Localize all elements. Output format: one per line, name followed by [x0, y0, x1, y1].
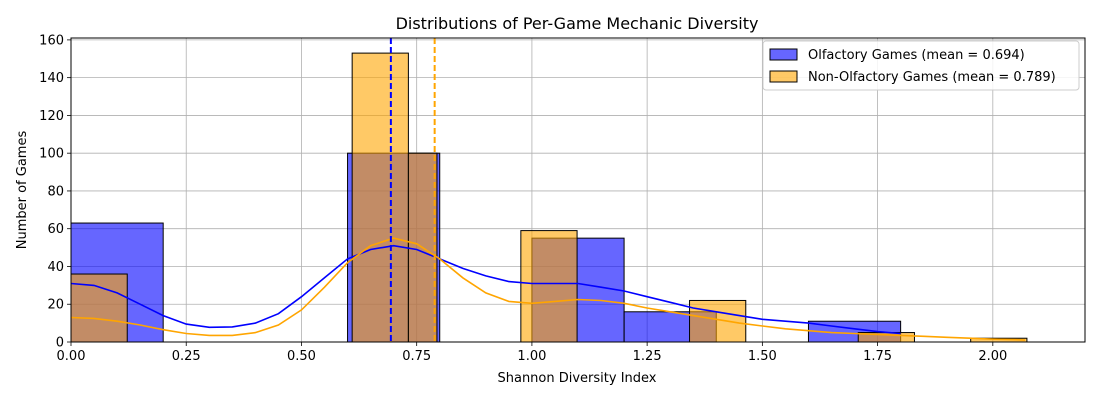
y-tick-label: 120: [39, 109, 64, 124]
x-tick-label: 1.00: [517, 349, 546, 364]
x-tick-label: 1.75: [863, 349, 892, 364]
plot-frame: [70, 37, 1086, 343]
legend-swatch-olfactory: [769, 48, 798, 61]
y-tick-label: 40: [47, 260, 64, 275]
legend-swatch-non-olfactory: [769, 70, 798, 83]
y-tick-label: 140: [39, 71, 64, 86]
olfactory-bars: [70, 152, 902, 343]
legend-box: [762, 40, 1080, 91]
legend-label-olfactory: Olfactory Games (mean = 0.694): [808, 48, 1025, 63]
y-tick-label: 0: [56, 336, 64, 351]
non-olfactory-bar: [520, 230, 578, 343]
x-tick-label: 0.25: [172, 349, 201, 364]
kde-curves: [70, 237, 1026, 341]
grid: [70, 38, 1085, 343]
non-olfactory-bar: [70, 273, 128, 343]
legend: Olfactory Games (mean = 0.694) Non-Olfac…: [762, 40, 1080, 91]
y-axis-label: Number of Games: [15, 131, 30, 250]
olfactory-kde-line: [70, 244, 901, 335]
mean-lines: [389, 38, 436, 342]
non-olfactory-bars: [70, 52, 1028, 343]
non-olfactory-bar: [689, 299, 747, 343]
x-axis-label: Shannon Diversity Index: [497, 371, 656, 386]
x-axis-ticks: 0.00 0.25 0.50 0.75 1.00 1.25 1.50 1.75 2.00: [57, 342, 1007, 364]
x-tick-label: 0.75: [402, 349, 431, 364]
y-tick-label: 60: [47, 222, 64, 237]
x-tick-label: 1.25: [633, 349, 662, 364]
x-tick-label: 0.00: [57, 349, 86, 364]
chart-title: Distributions of Per-Game Mechanic Diver…: [396, 14, 759, 33]
y-axis-ticks: 0 20 40 60 80 100 120 140 160: [39, 33, 71, 351]
x-tick-label: 2.00: [978, 349, 1007, 364]
y-tick-label: 20: [47, 298, 64, 313]
x-tick-label: 0.50: [287, 349, 316, 364]
y-tick-label: 160: [39, 33, 64, 48]
non-olfactory-kde-line: [70, 237, 1026, 341]
x-tick-label: 1.50: [748, 349, 777, 364]
y-tick-label: 100: [39, 147, 64, 162]
y-tick-label: 80: [47, 184, 64, 199]
legend-label-non-olfactory: Non-Olfactory Games (mean = 0.789): [808, 70, 1056, 85]
non-olfactory-bar: [351, 52, 409, 343]
